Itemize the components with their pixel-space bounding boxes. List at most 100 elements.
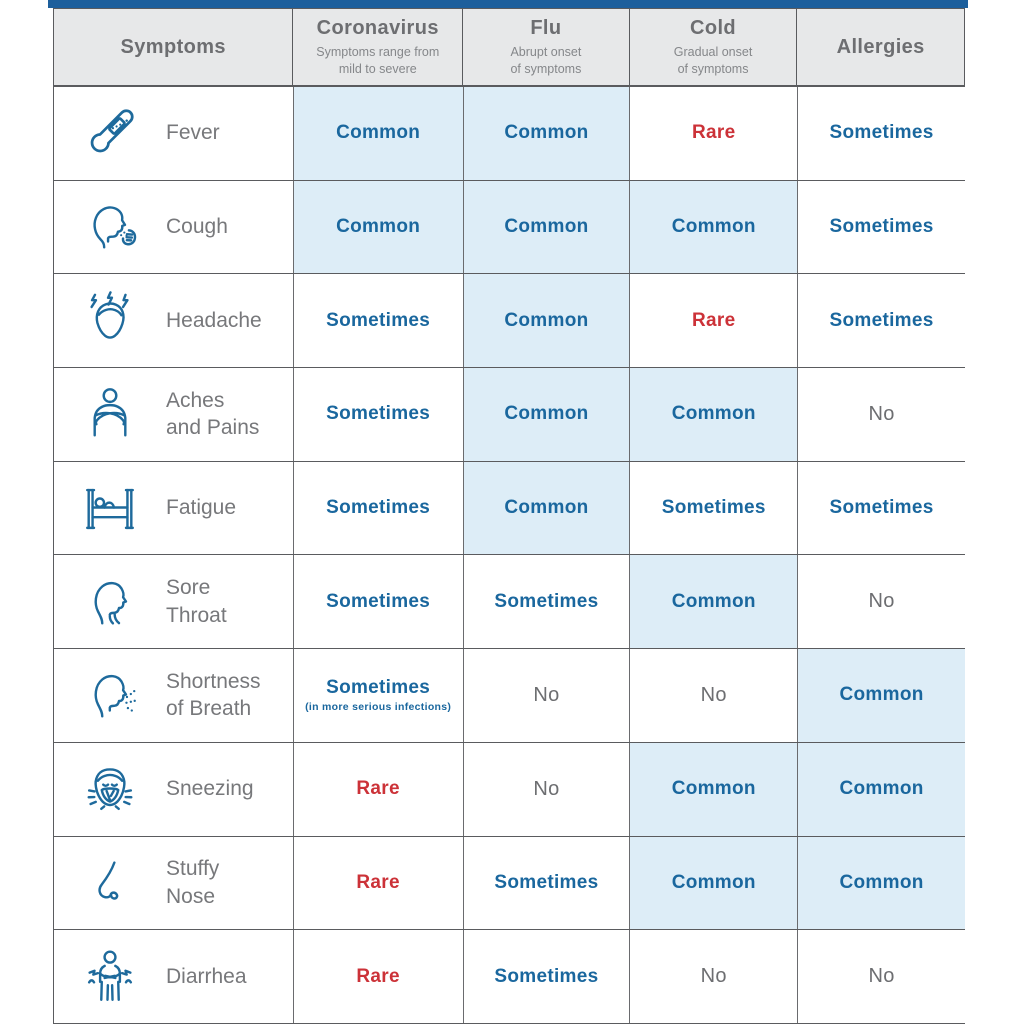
symptom-label: Diarrhea [166,964,247,988]
top-accent-bar [48,0,968,8]
table-row: Fever Common Common Rare Sometimes [53,87,965,181]
value-cell: Common [462,368,630,461]
cell-value: Sometimes [829,216,934,238]
table-row: Stuffy Nose Rare Sometimes Common Common [53,836,965,931]
cell-value: Common [671,590,756,612]
cell-value: No [700,965,727,988]
value-cell: Common [629,836,798,930]
symptom-cell: Sore Throat [54,555,293,648]
cell-value: Common [504,497,589,519]
symptom-cell: Diarrhea [54,930,293,1023]
value-cell: Sometimes [292,274,463,368]
symptom-label: Headache [166,308,262,332]
cell-value: Rare [356,778,400,800]
header-subtitle: Abrupt onset of symptoms [510,44,582,76]
symptom-cell: Headache [54,274,293,367]
shortness-of-breath-icon [54,664,166,726]
value-cell: Common [797,742,965,836]
symptom-label: Sneezing [166,777,254,801]
symptom-label: Cough [166,215,228,239]
value-cell: Common [462,87,630,180]
symptom-label: Fatigue [166,496,237,520]
cell-value: Common [336,216,421,238]
value-cell: Common [629,180,798,274]
value-cell: Common [629,555,798,649]
header-coronavirus: Coronavirus Symptoms range from mild to … [292,9,462,85]
cell-value: Sometimes [829,122,934,144]
cell-value: Common [336,122,421,144]
symptom-cell: Shortness of Breath [54,649,293,742]
value-cell: Rare [292,930,463,1023]
value-cell: Sometimes [292,461,463,555]
value-cell: Sometimes [797,461,965,555]
fatigue-icon [54,477,166,539]
cough-icon [54,196,166,258]
stuffy-nose-icon [54,852,166,914]
header-title: Symptoms [120,35,226,58]
sneezing-icon [54,758,166,820]
cell-value: Common [671,216,756,238]
cell-value: Sometimes [494,590,599,612]
cell-value: Common [504,122,589,144]
header-title: Coronavirus [316,16,439,39]
value-cell: No [797,368,965,461]
symptom-label: Sore Throat [166,576,227,627]
value-cell: Rare [292,836,463,930]
value-cell: Common [629,742,798,836]
value-cell: Sometimes (in more serious infections) [292,649,463,742]
table-header-row: Symptoms Coronavirus Symptoms range from… [53,8,965,87]
cell-value: Common [839,871,924,893]
value-cell: No [629,930,797,1023]
table-row: Cough Common Common Common Sometimes [53,180,965,275]
value-cell: Sometimes [797,87,965,180]
cell-value: Sometimes [661,497,766,519]
cell-value: Sometimes [326,590,431,612]
cell-note: (in more serious infections) [305,701,452,714]
cell-value: No [533,777,560,800]
cell-value: Sometimes [326,403,431,425]
symptom-label: Aches and Pains [166,388,260,440]
value-cell: Common [797,836,965,930]
cell-value: Common [671,403,756,425]
cell-value: No [868,590,895,613]
headache-icon [54,290,166,352]
cell-value: Sometimes [326,309,431,331]
symptom-cell: Cough [54,181,293,274]
value-cell: No [797,930,965,1023]
cell-value: Common [839,778,924,800]
value-cell: Common [292,87,463,180]
cell-value: Common [671,871,756,893]
cell-value: Common [504,216,589,238]
value-cell: Sometimes [292,368,463,461]
table-row: Sore Throat Sometimes Sometimes Common N… [53,555,965,650]
value-cell: Common [462,461,630,555]
cell-value: Sometimes [829,309,934,331]
cell-value: Common [839,684,924,706]
symptom-cell: Aches and Pains [54,368,293,461]
symptom-cell: Stuffy Nose [54,837,293,930]
cell-value: No [868,402,895,425]
header-symptoms: Symptoms [54,9,292,85]
value-cell: Sometimes [292,555,463,649]
cell-value: Rare [356,871,400,893]
header-title: Flu [530,16,562,39]
table-row: Aches and Pains Sometimes Common Common … [53,368,965,462]
cell-value: Sometimes [326,497,431,519]
cell-value: Sometimes [829,497,934,519]
cell-value: Common [504,403,589,425]
aches-and-pains-icon [54,383,166,445]
table-row: Sneezing Rare No Common Common [53,742,965,837]
cell-value: No [533,683,560,706]
table-row: Headache Sometimes Common Rare Sometimes [53,274,965,369]
value-cell: Sometimes [462,555,630,649]
cell-value: Sometimes [494,965,599,987]
table-row: Fatigue Sometimes Common Sometimes Somet… [53,461,965,556]
value-cell: No [629,649,797,742]
value-cell: Common [797,649,965,742]
comparison-table: Symptoms Coronavirus Symptoms range from… [53,8,965,1024]
header-flu: Flu Abrupt onset of symptoms [462,9,629,85]
header-cold: Cold Gradual onset of symptoms [628,9,797,85]
value-cell: Rare [629,87,797,180]
value-cell: Common [462,180,630,274]
cell-value: Common [671,778,756,800]
